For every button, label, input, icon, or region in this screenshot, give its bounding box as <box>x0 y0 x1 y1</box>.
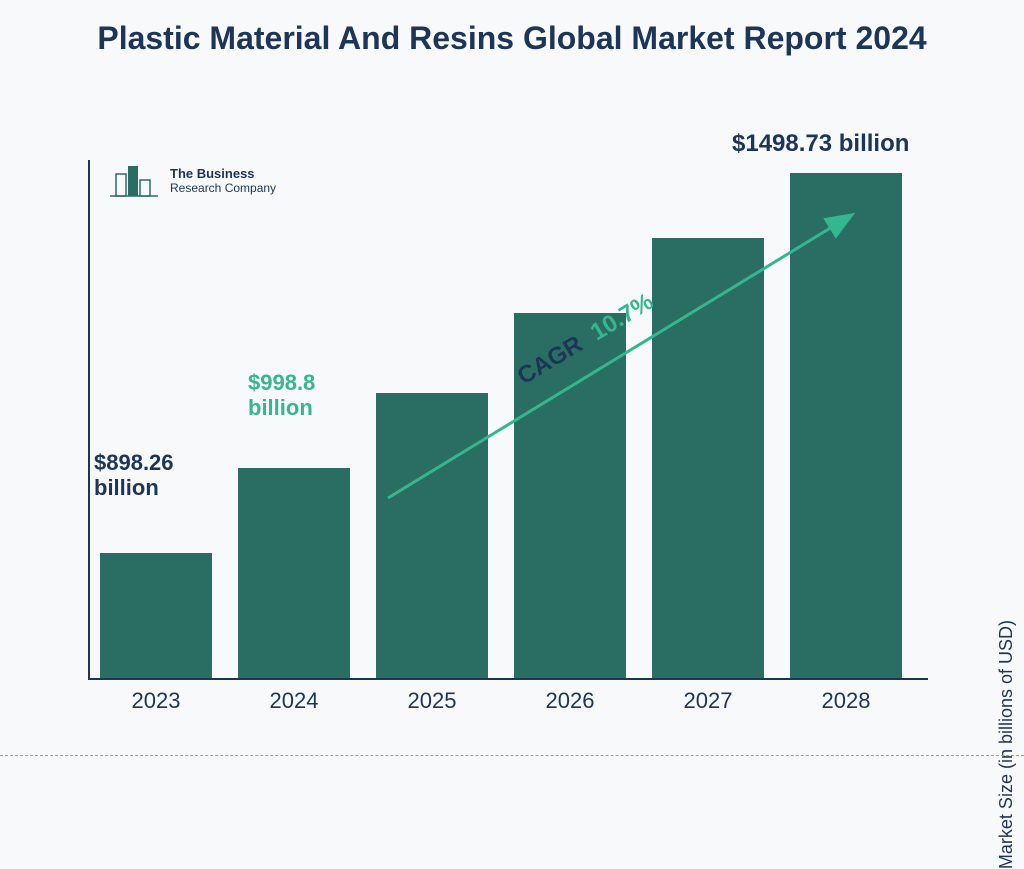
value-label-2023: $898.26 billion <box>94 450 214 501</box>
bar-2023 <box>100 553 212 678</box>
xlabel-2025: 2025 <box>376 688 488 714</box>
xlabel-2023: 2023 <box>100 688 212 714</box>
value-label-2028: $1498.73 billion <box>732 130 992 158</box>
value-label-2023-line1: $898.26 <box>94 450 174 475</box>
chart-title: Plastic Material And Resins Global Marke… <box>0 18 1024 58</box>
value-label-2028-line1: $1498.73 billion <box>732 130 909 157</box>
value-label-2024-line2: billion <box>248 395 313 420</box>
bar-2027 <box>652 238 764 678</box>
market-report-chart: Plastic Material And Resins Global Marke… <box>0 0 1024 768</box>
x-axis-line <box>88 678 928 680</box>
xlabel-2026: 2026 <box>514 688 626 714</box>
value-label-2024-line1: $998.8 <box>248 370 315 395</box>
plot-area: 2023 2024 2025 2026 2027 2028 $898.26 bi… <box>88 160 928 680</box>
bar-2028 <box>790 173 902 678</box>
y-axis-title: Market Size (in billions of USD) <box>996 620 1017 869</box>
value-label-2023-line2: billion <box>94 475 159 500</box>
y-axis-line <box>88 160 90 680</box>
xlabel-2024: 2024 <box>238 688 350 714</box>
xlabel-2028: 2028 <box>790 688 902 714</box>
bar-2025 <box>376 393 488 678</box>
value-label-2024: $998.8 billion <box>248 370 368 421</box>
footer-divider <box>0 755 1024 756</box>
bar-2024 <box>238 468 350 678</box>
xlabel-2027: 2027 <box>652 688 764 714</box>
